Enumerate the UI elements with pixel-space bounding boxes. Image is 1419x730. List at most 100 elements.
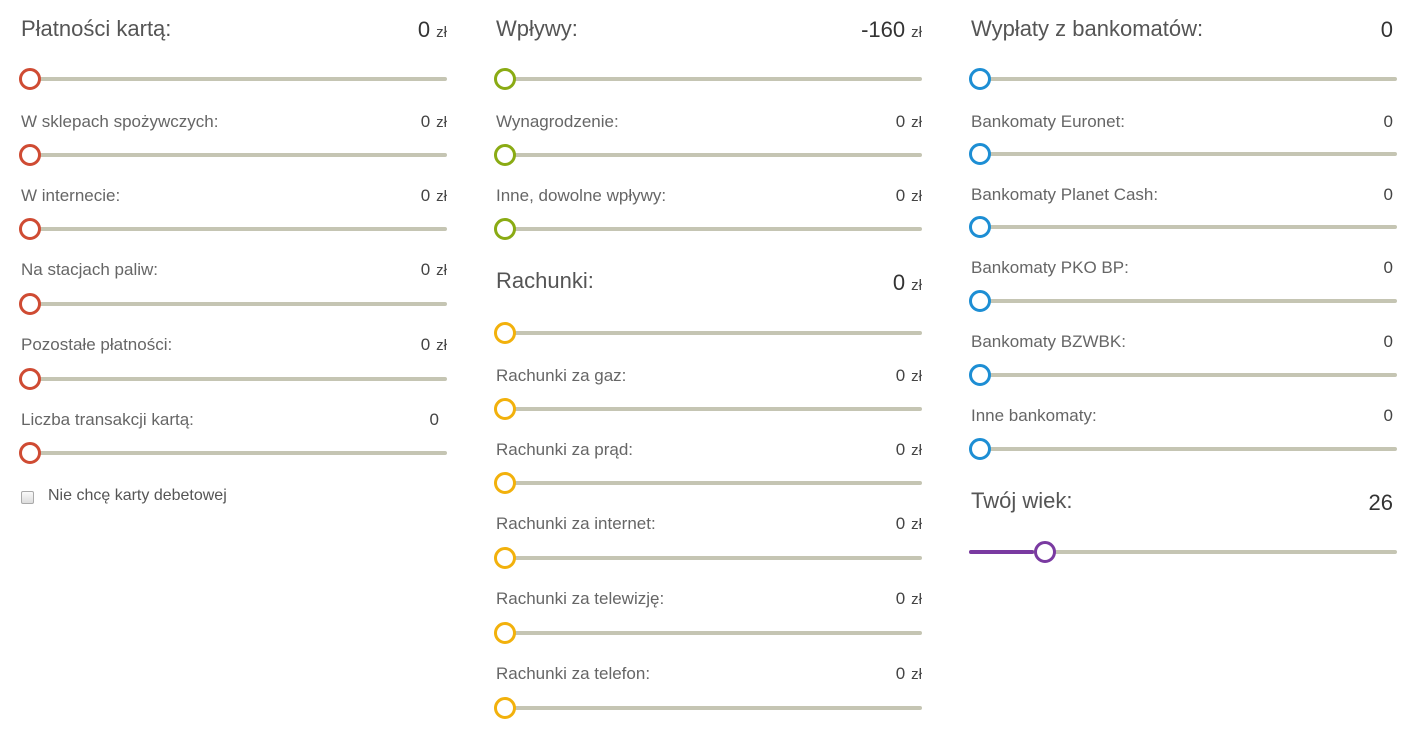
electricity-bills-label: Rachunki za prąd: xyxy=(496,440,634,459)
currency-label: zł xyxy=(436,188,447,205)
internet-bills-value: 0 zł xyxy=(896,514,922,534)
value-number: 0 xyxy=(420,186,431,205)
card-payments-total: 0 zł xyxy=(418,17,447,43)
phone-bills-slider[interactable] xyxy=(494,697,922,719)
bzwbk-slider[interactable] xyxy=(969,364,1397,386)
slider-thumb[interactable] xyxy=(19,144,41,166)
fuel-label: Na stacjach paliw: xyxy=(21,260,159,279)
slider-thumb[interactable] xyxy=(494,547,516,569)
internet-slider[interactable] xyxy=(19,218,447,240)
currency-label: zł xyxy=(436,24,447,41)
slider-thumb[interactable] xyxy=(19,68,41,90)
salary-slider[interactable] xyxy=(494,144,922,166)
slider-thumb[interactable] xyxy=(19,368,41,390)
other-payments-label: Pozostałe płatności: xyxy=(21,335,173,354)
other-payments-value: 0 zł xyxy=(421,335,447,355)
electricity-bills-slider[interactable] xyxy=(494,472,922,494)
euronet-value: 0 xyxy=(1383,112,1393,131)
atm-slider[interactable] xyxy=(969,68,1397,90)
gas-bills-value: 0 zł xyxy=(896,366,922,386)
value-number: 0 xyxy=(895,514,906,533)
fuel-slider[interactable] xyxy=(19,293,447,315)
pko-bp-value: 0 xyxy=(1383,258,1393,277)
other-income-slider[interactable] xyxy=(494,218,922,240)
no-debit-card-checkbox[interactable] xyxy=(21,491,34,504)
value-number: 0 xyxy=(895,440,906,459)
currency-label: zł xyxy=(436,114,447,131)
bills-title: Rachunki: xyxy=(496,268,594,293)
slider-thumb[interactable] xyxy=(19,218,41,240)
phone-bills-label: Rachunki za telefon: xyxy=(496,664,651,683)
euronet-slider[interactable] xyxy=(969,143,1397,165)
transaction-count-value: 0 xyxy=(429,410,439,429)
other-atms-value: 0 xyxy=(1383,406,1393,425)
card-payments-total-value: 0 xyxy=(417,17,431,42)
fuel-value: 0 zł xyxy=(421,260,447,280)
currency-label: zł xyxy=(911,591,922,608)
other-atms-slider[interactable] xyxy=(969,438,1397,460)
currency-label: zł xyxy=(436,337,447,354)
slider-thumb[interactable] xyxy=(19,442,41,464)
atm-total: 0 xyxy=(1380,17,1393,42)
tv-bills-label: Rachunki za telewizję: xyxy=(496,589,665,608)
slider-thumb[interactable] xyxy=(1033,541,1056,563)
slider-thumb[interactable] xyxy=(494,218,516,240)
euronet-label: Bankomaty Euronet: xyxy=(971,112,1126,131)
transaction-count-slider[interactable] xyxy=(19,442,447,464)
income-total: -160 zł xyxy=(861,17,922,43)
slider-thumb[interactable] xyxy=(494,697,516,719)
currency-label: zł xyxy=(911,188,922,205)
internet-label: W internecie: xyxy=(21,186,121,205)
currency-label: zł xyxy=(911,368,922,385)
slider-thumb[interactable] xyxy=(969,143,991,165)
slider-fill xyxy=(969,550,1034,554)
currency-label: zł xyxy=(911,442,922,459)
bills-slider[interactable] xyxy=(494,322,922,344)
slider-thumb[interactable] xyxy=(494,68,516,90)
income-slider[interactable] xyxy=(494,68,922,90)
slider-thumb[interactable] xyxy=(494,472,516,494)
other-income-label: Inne, dowolne wpływy: xyxy=(496,186,667,205)
tv-bills-value: 0 zł xyxy=(896,589,922,609)
electricity-bills-value: 0 zł xyxy=(896,440,922,460)
value-number: 0 xyxy=(420,112,431,131)
pko-bp-slider[interactable] xyxy=(969,290,1397,312)
slider-thumb[interactable] xyxy=(494,398,516,420)
other-payments-slider[interactable] xyxy=(19,368,447,390)
value-number: 0 xyxy=(420,260,431,279)
slider-thumb[interactable] xyxy=(494,622,516,644)
slider-thumb[interactable] xyxy=(969,290,991,312)
card-payments-slider[interactable] xyxy=(19,68,447,90)
salary-label: Wynagrodzenie: xyxy=(496,112,619,131)
other-atms-label: Inne bankomaty: xyxy=(971,406,1097,425)
currency-label: zł xyxy=(911,277,922,294)
age-title: Twój wiek: xyxy=(971,488,1073,513)
internet-bills-label: Rachunki za internet: xyxy=(496,514,656,533)
no-debit-card-label[interactable]: Nie chcę karty debetowej xyxy=(48,487,227,504)
slider-thumb[interactable] xyxy=(969,68,991,90)
slider-thumb[interactable] xyxy=(19,293,41,315)
value-number: 0 xyxy=(895,589,906,608)
age-value: 26 xyxy=(1368,490,1393,515)
gas-bills-slider[interactable] xyxy=(494,398,922,420)
value-number: 0 xyxy=(895,112,906,131)
slider-thumb[interactable] xyxy=(494,144,516,166)
phone-bills-value: 0 zł xyxy=(896,664,922,684)
grocery-label: W sklepach spożywczych: xyxy=(21,112,219,131)
currency-label: zł xyxy=(911,516,922,533)
grocery-slider[interactable] xyxy=(19,144,447,166)
bills-total: 0 zł xyxy=(893,270,922,296)
tv-bills-slider[interactable] xyxy=(494,622,922,644)
internet-bills-slider[interactable] xyxy=(494,547,922,569)
slider-thumb[interactable] xyxy=(969,438,991,460)
slider-thumb[interactable] xyxy=(494,322,516,344)
planet-cash-slider[interactable] xyxy=(969,216,1397,238)
age-slider[interactable] xyxy=(969,541,1397,563)
bzwbk-label: Bankomaty BZWBK: xyxy=(971,332,1126,351)
slider-thumb[interactable] xyxy=(969,216,991,238)
value-number: 0 xyxy=(895,186,906,205)
currency-label: zł xyxy=(911,114,922,131)
slider-thumb[interactable] xyxy=(969,364,991,386)
salary-value: 0 zł xyxy=(896,112,922,132)
income-total-value: -160 xyxy=(861,17,906,42)
